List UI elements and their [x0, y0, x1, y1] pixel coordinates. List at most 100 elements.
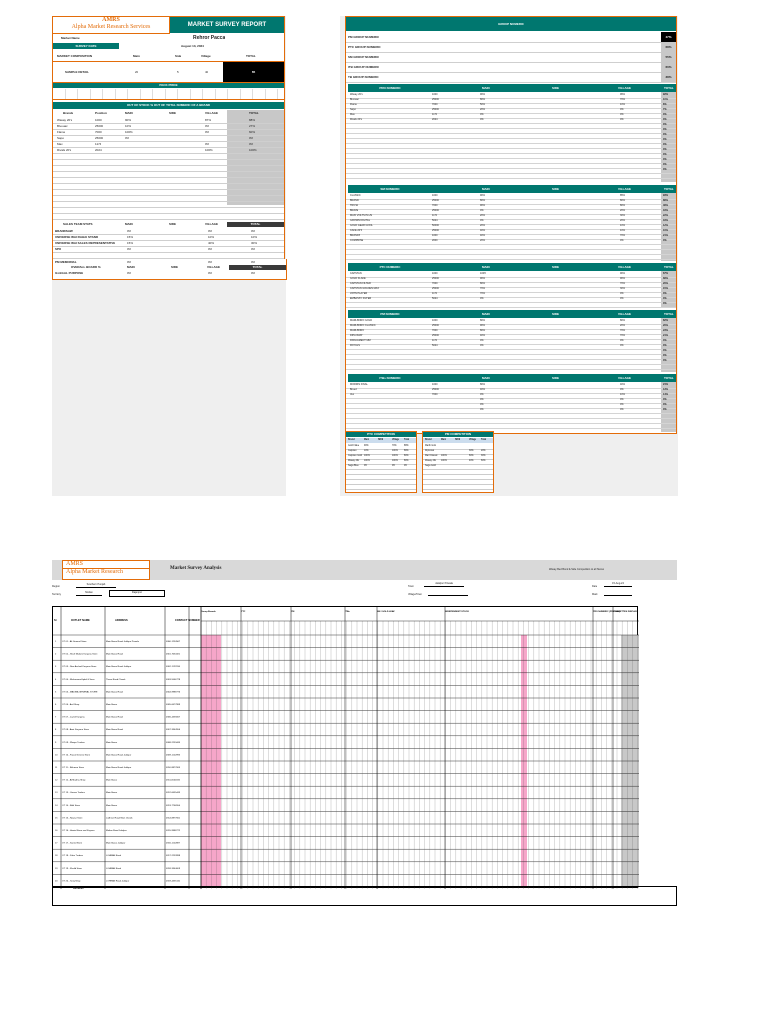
section-cell-total: 21% [663, 334, 669, 337]
section-row: Max 1174 0% 0% 0% [346, 113, 676, 119]
territory-label: Territory [52, 593, 62, 596]
oos-row: Max 1174 0% 0% [53, 141, 284, 148]
section-cell-brand: Rivals 20's [350, 118, 363, 121]
oos-row: Sapo 25000 0% 0% [53, 135, 284, 142]
mini-cell: 88% [404, 445, 409, 447]
numeric-section: PRO NUMERIC MAIN SIDE VILLAGE TOTAL Wasay 20'… [346, 84, 676, 182]
sample-main: 20 [135, 70, 139, 74]
section-row: MARLBORO CLASSIC 25000 90% 20% 20% [346, 324, 676, 330]
sales-row [53, 252, 284, 259]
sample-label: SAMPLE DETAIL [65, 70, 89, 74]
mini-cell: 100% [392, 450, 398, 452]
section-row: Rivals 20's 2024 0% 0% 0% [346, 118, 676, 124]
section-cell-position: 1000 [432, 194, 438, 197]
section-cell-main: 70% [480, 292, 486, 295]
group-summary-label: ITB GROUP NUMERIC [348, 65, 380, 69]
display-row-total: 0% [251, 260, 256, 264]
section-cell-village: 10% [620, 103, 626, 106]
section-cell-village: 0% [620, 344, 624, 347]
section-cell-total: 0% [663, 143, 667, 146]
market-survey-report: AMRS Alpha Market Research Services MARK… [52, 16, 285, 278]
outlet-address: LOHRAN Road [106, 854, 122, 857]
region-label: Region [52, 585, 60, 588]
section-cell-position: 1174 [432, 113, 438, 116]
mini-left-title: PTC COMPETITION [346, 432, 416, 437]
section-cell-village: 20% [620, 324, 626, 327]
group-header: PRO NUMERIC (PRICING) [593, 611, 620, 613]
section-cell-position: 1000 [432, 272, 438, 275]
group-summary-value: 68% [661, 42, 676, 52]
section-cell-brand: Bivouac [350, 98, 359, 101]
section-cell-village: 30% [620, 287, 626, 290]
section-row: Wasay 20's 1000 90% 96% 92% [346, 93, 676, 99]
section-header: SIDE [552, 376, 560, 380]
group-summary-row: ITB GROUP NUMERIC 60% [346, 62, 676, 73]
sales-cell: 30% [251, 241, 258, 245]
city-dropdown[interactable]: Rajanpur [109, 590, 165, 597]
section-cell-total: 0% [663, 148, 667, 151]
oos-cell: Flame [57, 130, 66, 134]
group-summary-label: PTC GROUP NUMERIC [348, 45, 381, 49]
section-cell-village: 0% [620, 403, 624, 406]
section-row: 0% [346, 148, 676, 154]
section-cell-main: 80% [480, 199, 486, 202]
section-row: CAFE 20'S 25000 40% 10% 10% [346, 229, 676, 235]
mini-cell: Saga Gold [425, 465, 436, 467]
row-number: 15 [55, 817, 58, 819]
row-number: 14 [55, 805, 58, 807]
sales-cell: 0% [208, 229, 213, 233]
mini-row: Wasay 20s 100% 40% 60% [423, 459, 493, 465]
section-cell-main: 20% [480, 224, 486, 227]
section-cell-total: 21% [663, 383, 669, 386]
section-row: 0% [346, 133, 676, 139]
sales-cell: 0% [251, 229, 256, 233]
section-row [346, 249, 676, 255]
section-cell-main: 90% [480, 93, 486, 96]
section-row: JOHN PLAYER 1174 70% 0% 0% [346, 292, 676, 298]
section-cell-brand: GOLD GEAR GOOL [350, 224, 373, 227]
section-row: 0% 0% 0% [346, 398, 676, 404]
mini-cell: 0% [364, 465, 368, 467]
section-cell-total: 0% [663, 133, 667, 136]
section-header: TOTAL [664, 265, 674, 269]
section-cell-brand: COMPRISE [350, 239, 364, 242]
visibility-row-main: 0% [127, 271, 132, 275]
section-cell-total: 0% [663, 408, 667, 411]
sample-row: SAMPLE DETAIL 20 5 40 65 [53, 61, 284, 83]
mini-header: Main [364, 439, 370, 441]
section-cell-brand: MARLBORO CLASSIC [350, 324, 376, 327]
section-header: VILLAGE [618, 86, 632, 90]
section-cell-main: 0% [480, 344, 484, 347]
section-row: CLASSIC 1000 90% 85% 93% [346, 194, 676, 200]
oos-table: Brands Position MAIN SIDE VILLAGE TOTAL … [53, 110, 284, 276]
sales-cell: 40% [208, 241, 215, 245]
oos-header-village: VILLAGE [205, 111, 219, 115]
sales-cell: 0% [127, 247, 132, 251]
sample-village: 40 [205, 70, 209, 74]
sales-row: SPO 0% 0% 0% [53, 246, 284, 253]
group-summary-row: PTC GROUP NUMERIC 68% [346, 42, 676, 53]
oos-cell: Max [57, 142, 63, 146]
section-header: VILLAGE [618, 312, 632, 316]
section-cell-total: 82% [663, 319, 669, 322]
outlet-contact: 0313-7766554 [166, 805, 181, 807]
outlet-address: Main Bazar [106, 804, 117, 807]
section-cell-village: 0% [620, 297, 624, 300]
outlet-name: OT 02 - Shah Madani Karyana Store [62, 653, 98, 656]
market-name-value: Rehror Pacca [193, 35, 226, 41]
section-row: 0% [346, 354, 676, 360]
mini-row [423, 479, 493, 485]
section-cell-main: 90% [480, 324, 486, 327]
group-summary-row: PM GROUP NUMERIC 47% [346, 32, 676, 43]
outlet-contact: 0302-1122334 [166, 666, 181, 668]
section-cell-brand: GROWN DIGITAL [350, 219, 371, 222]
mini-cell: 100% [392, 460, 398, 462]
row-number: 4 [55, 679, 57, 681]
sales-row: BRANDSAW 0% 0% 0% [53, 228, 284, 235]
row-number: 13 [55, 792, 58, 794]
mini-cell: 100% [364, 460, 370, 462]
outlet-contact: 0316-1122887 [166, 843, 181, 845]
row-number: 3 [55, 666, 57, 668]
section-cell-village: 70% [620, 334, 626, 337]
date-label: Date [592, 585, 598, 588]
